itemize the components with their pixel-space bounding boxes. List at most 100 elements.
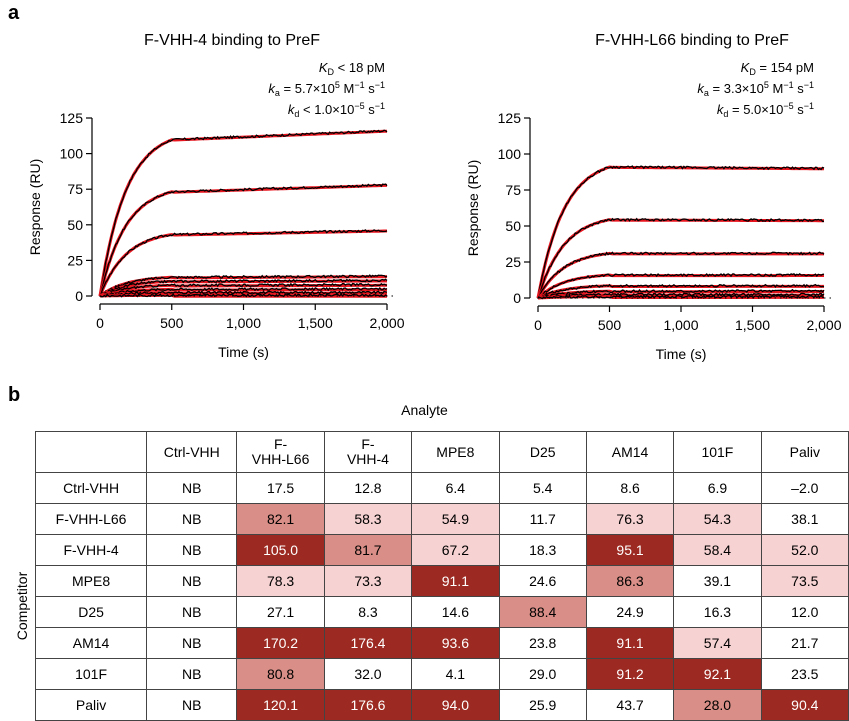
table-cell: 86.3 xyxy=(585,565,675,597)
row-header: Paliv xyxy=(34,689,148,721)
table-row: F-VHH-4 NB 105.0 81.7 67.2 18.3 95.1 58.4 52.0 xyxy=(34,534,849,566)
table-cell: 92.1 xyxy=(673,658,762,690)
table-cell: 16.3 xyxy=(673,596,762,628)
table-cell: 8.6 xyxy=(585,472,675,504)
data-curve-4 xyxy=(99,274,388,297)
data-curve-1 xyxy=(99,129,388,296)
y-tick-label: 25 xyxy=(67,252,83,268)
table-cell: NB xyxy=(146,627,238,659)
x-tick-label: 500 xyxy=(160,315,184,331)
table-header-row: Ctrl-VHH F- VHH-L66 F- VHH-4 MPE8 D25 AM14 101… xyxy=(34,431,849,473)
table-cell: 78.3 xyxy=(236,565,325,597)
row-header: Ctrl-VHH xyxy=(34,472,148,504)
row-header: F-VHH-L66 xyxy=(34,503,148,535)
data-curve-3 xyxy=(99,229,388,297)
table-cell: 82.1 xyxy=(236,503,325,535)
binding-chart-vhh-l66: F-VHH-L66 binding to PreF KD = 154 pM ka =… xyxy=(465,32,842,362)
table-cell: 73.3 xyxy=(323,565,413,597)
competition-table: Ctrl-VHH F- VHH-L66 F- VHH-4 MPE8 D25 AM14 101… xyxy=(34,431,849,721)
table-row: Paliv NB 120.1 176.6 94.0 25.9 43.7 28.0 90.4 xyxy=(34,689,849,721)
table-cell: 23.8 xyxy=(498,627,587,659)
table-cell: 18.3 xyxy=(498,534,587,566)
y-tick-label: 25 xyxy=(505,254,521,270)
table-row: AM14 NB 170.2 176.4 93.6 23.8 91.1 57.4 21.7 xyxy=(34,627,849,659)
column-header: MPE8 xyxy=(411,431,500,473)
column-header: F- VHH-4 xyxy=(323,431,413,473)
table-cell: 88.4 xyxy=(498,596,587,628)
table-cell: 54.3 xyxy=(673,503,762,535)
table-cell: 6.4 xyxy=(411,472,500,504)
row-header: F-VHH-4 xyxy=(34,534,148,566)
table-cell: 57.4 xyxy=(673,627,762,659)
y-tick-label: 0 xyxy=(75,288,83,304)
table-cell: 94.0 xyxy=(411,689,500,721)
table-cell: 27.1 xyxy=(236,596,325,628)
row-header: D25 xyxy=(34,596,148,628)
chart-title: F-VHH-L66 binding to PreF xyxy=(595,32,789,49)
table-cell: 170.2 xyxy=(236,627,325,659)
table-row: F-VHH-L66 NB 82.1 58.3 54.9 11.7 76.3 54.3 38.1 xyxy=(34,503,849,535)
x-tick-label: 500 xyxy=(598,317,622,333)
panel-label-b: b xyxy=(8,384,21,406)
table-cell: NB xyxy=(146,565,238,597)
table-cell: 95.1 xyxy=(585,534,675,566)
table-cell: 14.6 xyxy=(411,596,500,628)
x-tick-label: 0 xyxy=(96,315,104,331)
table-cell: 76.3 xyxy=(585,503,675,535)
x-tick-label: 1,500 xyxy=(735,317,770,333)
x-tick-label: 2,000 xyxy=(806,317,841,333)
table-row: 101F NB 80.8 32.0 4.1 29.0 91.2 92.1 23.5 xyxy=(34,658,849,690)
column-header: Paliv xyxy=(760,431,849,473)
table-cell: 91.1 xyxy=(585,627,675,659)
competitor-axis-label: Competitor xyxy=(14,571,30,641)
table-cell: 91.2 xyxy=(585,658,675,690)
table-cell: NB xyxy=(146,658,238,690)
y-tick-label: 75 xyxy=(67,181,83,197)
data-curve-5 xyxy=(99,278,388,296)
x-tick-label: 1,000 xyxy=(663,317,698,333)
ka-annotation: ka = 5.7×105 M−1 s−1 xyxy=(268,80,385,98)
table-cell: 43.7 xyxy=(585,689,675,721)
x-axis-label: Time (s) xyxy=(656,346,707,362)
table-cell: 38.1 xyxy=(760,503,849,535)
table-cell: 23.5 xyxy=(760,658,849,690)
table-cell: 24.9 xyxy=(585,596,675,628)
table-cell: 80.8 xyxy=(236,658,325,690)
y-axis-label: Response (RU) xyxy=(27,159,43,255)
x-tick-label: 1,000 xyxy=(226,315,261,331)
table-cell: 32.0 xyxy=(323,658,413,690)
y-tick-label: 50 xyxy=(505,218,521,234)
kd-dissociation-annotation: kd = 5.0×10−5 s−1 xyxy=(717,101,814,119)
y-tick-label: 75 xyxy=(505,182,521,198)
y-axis-label: Response (RU) xyxy=(465,160,481,256)
table-cell: 39.1 xyxy=(673,565,762,597)
x-axis-label: Time (s) xyxy=(218,344,269,360)
table-cell: 67.2 xyxy=(411,534,500,566)
table-cell: –2.0 xyxy=(760,472,849,504)
data-curve-6 xyxy=(537,288,825,299)
table-cell: 93.6 xyxy=(411,627,500,659)
y-tick-label: 100 xyxy=(498,146,522,162)
ka-annotation: ka = 3.3×105 M−1 s−1 xyxy=(697,80,814,98)
x-tick-label: 1,500 xyxy=(298,315,333,331)
table-cell: NB xyxy=(146,503,238,535)
fit-curve-7 xyxy=(99,287,387,298)
table-cell: 8.3 xyxy=(323,596,413,628)
data-curve-6 xyxy=(99,282,388,297)
table-cell: 90.4 xyxy=(760,689,849,721)
table-cell: 5.4 xyxy=(498,472,587,504)
y-tick-label: 0 xyxy=(513,290,521,306)
column-header: F- VHH-L66 xyxy=(236,431,325,473)
row-header: MPE8 xyxy=(34,565,148,597)
table-cell: 120.1 xyxy=(236,689,325,721)
table-cell: 176.4 xyxy=(323,627,413,659)
table-cell: 25.9 xyxy=(498,689,587,721)
binding-chart-vhh4: F-VHH-4 binding to PreF KD < 18 pM ka = 5.… xyxy=(27,32,405,360)
table-cell: 29.0 xyxy=(498,658,587,690)
table-cell: 54.9 xyxy=(411,503,500,535)
data-curve-8 xyxy=(99,290,388,298)
table-cell: 12.8 xyxy=(323,472,413,504)
table-cell: 91.1 xyxy=(411,565,500,597)
table-row: D25 NB 27.1 8.3 14.6 88.4 24.9 16.3 12.0 xyxy=(34,596,849,628)
table-cell: NB xyxy=(146,596,238,628)
